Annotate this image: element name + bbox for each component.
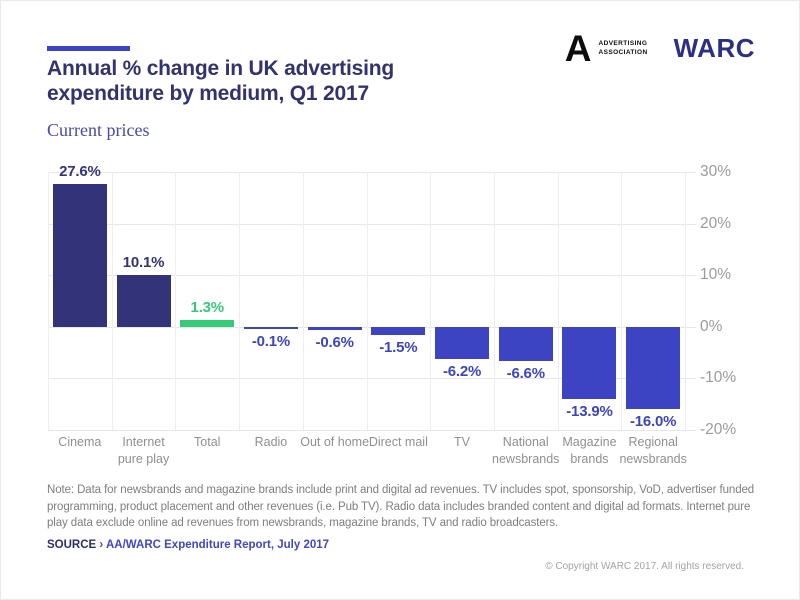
category-label-line: Direct mail (368, 435, 428, 449)
bar-value-label: -0.6% (315, 333, 354, 351)
aa-logo-line2: ASSOCIATION (598, 48, 648, 56)
bar-value-label: -1.5% (379, 338, 418, 356)
gridline-horizontal (48, 172, 696, 173)
category-label: Internet pure play (94, 434, 194, 468)
y-tick-label: -10% (700, 369, 737, 387)
bar-value-label: -16.0% (629, 413, 677, 431)
title-line-1: Annual % change in UK advertising (47, 57, 394, 80)
category-label-line: Regional (628, 435, 678, 449)
category-label: TV (412, 434, 512, 451)
gridline-vertical (239, 172, 241, 430)
warc-logo: WARC (673, 33, 755, 63)
bar-value-label: -6.6% (506, 364, 545, 382)
source-text: › AA/WARC Expenditure Report, July 2017 (99, 539, 330, 551)
bar-tv (435, 326, 490, 359)
y-tick-label: 30% (700, 163, 732, 180)
bar-value-label: 10.1% (122, 253, 165, 271)
aa-logo-text: ADVERTISING ASSOCIATION (599, 40, 648, 57)
bar-internet-pure-play (116, 274, 171, 327)
gridline-horizontal (48, 223, 696, 225)
advertising-association-logo: A ADVERTISING ASSOCIATION (565, 30, 648, 67)
bar-magazine-brands (562, 326, 617, 399)
bar-direct-mail (371, 326, 426, 335)
category-label: Magazine brands (540, 434, 640, 468)
copyright-text: © Copyright WARC 2017. All rights reserv… (545, 561, 744, 572)
y-tick-label: 10% (700, 266, 732, 284)
chart-subtitle: Current prices (47, 120, 150, 140)
aa-logo-line1: ADVERTISING (598, 40, 648, 48)
category-label: Regional newsbrands (603, 434, 703, 468)
category-label-line: Total (194, 435, 221, 449)
page-title: Annual % change in UK advertising expendi… (47, 56, 394, 106)
bar-value-label: -0.1% (251, 332, 291, 350)
logo-group: A ADVERTISING ASSOCIATION WARC (565, 30, 755, 67)
gridline-vertical (621, 172, 623, 430)
gridline-horizontal (48, 430, 696, 431)
bar-value-label: -13.9% (566, 402, 613, 420)
gridline-vertical (48, 172, 49, 430)
category-label: National newsbrands (476, 434, 576, 468)
gridline-vertical (685, 172, 686, 430)
y-tick-label: 0% (700, 317, 723, 335)
category-label: Total (157, 434, 257, 451)
gridline-vertical (302, 172, 304, 430)
gridline-vertical (366, 172, 368, 430)
source-label: SOURCE (47, 539, 97, 551)
category-label-line: brands (570, 451, 609, 466)
gridline-vertical (430, 172, 432, 430)
bar-total (180, 320, 235, 327)
category-label-line: Cinema (58, 435, 102, 449)
title-line-2: expenditure by medium, Q1 2017 (47, 82, 369, 106)
category-label-line: pure play (117, 451, 170, 466)
category-label: Out of home (285, 434, 385, 451)
category-label-line: Radio (254, 435, 288, 449)
category-label-line: Magazine (562, 435, 617, 449)
bar-value-label: 1.3% (190, 299, 225, 317)
category-label: Radio (221, 434, 321, 451)
gridline-horizontal (48, 275, 696, 277)
category-label-line: Out of home (300, 435, 370, 449)
gridline-vertical (175, 172, 177, 430)
source-line: SOURCE › AA/WARC Expenditure Report, Jul… (47, 539, 329, 551)
gridline-horizontal (48, 378, 696, 380)
category-label-line: newsbrands (492, 451, 560, 466)
gridline-vertical (111, 172, 113, 430)
bar-value-label: 27.6% (59, 163, 101, 181)
category-label: Direct mail (349, 434, 449, 451)
accent-bar (47, 46, 130, 51)
category-label-line: National (502, 435, 549, 449)
bar-national-newsbrands (498, 326, 553, 361)
aa-letter-icon: A (564, 28, 592, 69)
gridline-vertical (557, 172, 559, 430)
bar-cinema (52, 184, 107, 327)
footnote: Note: Data for newsbrands and magazine b… (47, 484, 755, 530)
bar-out-of-home (307, 326, 362, 330)
category-label-line: newsbrands (619, 451, 687, 466)
category-label-line: Internet (122, 435, 165, 449)
bar-value-label: -6.2% (442, 362, 482, 380)
bar-radio (243, 326, 298, 329)
bar-chart-plot: 27.6% 10.1% 1.3% -0.1% -0.6% -1.5% -6.2% -6.6% -… (48, 163, 696, 431)
gridline-vertical (493, 172, 495, 430)
category-label-line: TV (454, 435, 471, 449)
category-label: Cinema (30, 434, 130, 451)
y-tick-label: 20% (700, 214, 732, 232)
y-tick-label: -20% (700, 421, 737, 438)
bar-regional-newsbrands (626, 326, 681, 410)
